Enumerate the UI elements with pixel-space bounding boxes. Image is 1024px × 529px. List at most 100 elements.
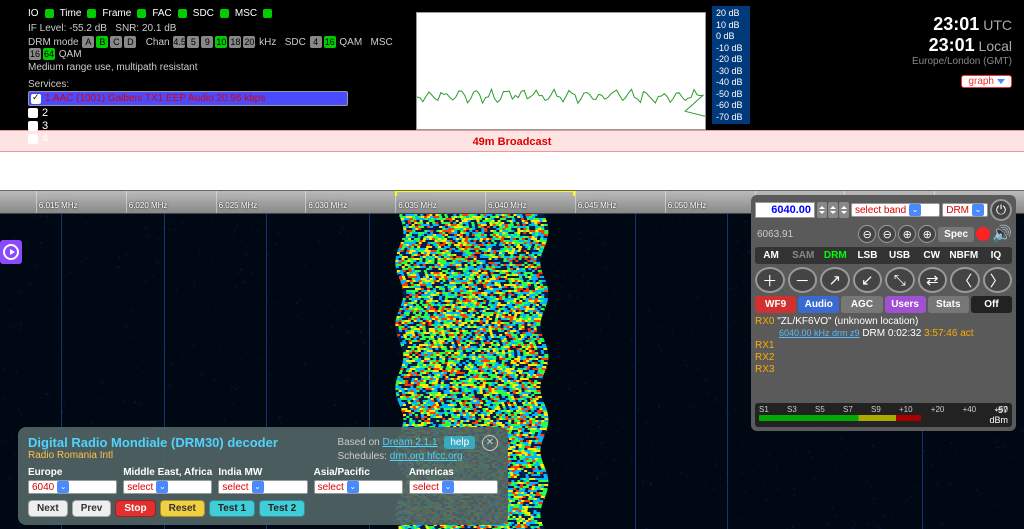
status-fac: FAC bbox=[152, 8, 171, 19]
zoom-button[interactable]: ↙ bbox=[853, 267, 883, 293]
service-row[interactable]: 4 bbox=[28, 133, 402, 145]
sound-icon[interactable]: 🔊 bbox=[992, 224, 1012, 244]
drm-region-select[interactable]: select⌄ bbox=[409, 480, 498, 494]
led-icon bbox=[263, 9, 272, 18]
snr-graph: 20 dB10 dB0 dB-10 dB-20 dB-30 dB-40 dB-5… bbox=[410, 6, 750, 124]
drm-stop-button[interactable]: Stop bbox=[115, 500, 155, 517]
drm-prev-button[interactable]: Prev bbox=[72, 500, 112, 517]
zoom-button[interactable]: 〈 bbox=[950, 267, 980, 293]
checkbox-icon[interactable] bbox=[28, 121, 38, 131]
ruler-tick: 6.020 MHz bbox=[126, 191, 168, 213]
drm-reset-button[interactable]: Reset bbox=[160, 500, 205, 517]
opt-agc[interactable]: AGC bbox=[841, 296, 882, 313]
carrier-line bbox=[635, 214, 636, 529]
checkbox-icon[interactable] bbox=[28, 134, 38, 144]
clock: 23:01 UTC 23:01 Local Europe/London (GMT… bbox=[750, 0, 1024, 130]
minus-minus-icon[interactable]: ⊖ bbox=[858, 225, 876, 243]
rx0-call: "ZL/KF6VO" (unknown location) bbox=[777, 316, 918, 327]
zoom-button[interactable]: ＋ bbox=[755, 267, 785, 293]
opt-wf9[interactable]: WF9 bbox=[755, 296, 796, 313]
checkbox-icon[interactable] bbox=[28, 108, 38, 118]
drm-region: Europe6040⌄ bbox=[28, 467, 117, 494]
ruler-tick: 6.015 MHz bbox=[36, 191, 78, 213]
snr: SNR: 20.1 dB bbox=[115, 23, 176, 34]
band-select[interactable]: select band⌄ bbox=[851, 203, 940, 217]
spec-button[interactable]: Spec bbox=[938, 227, 974, 242]
mode-sam[interactable]: SAM bbox=[787, 247, 819, 264]
dream-link[interactable]: Dream 2.1.1 bbox=[383, 437, 438, 448]
zoom-button[interactable]: ↗ bbox=[820, 267, 850, 293]
status-sdc: SDC bbox=[193, 8, 214, 19]
ruler-tick: 6.030 MHz bbox=[305, 191, 347, 213]
rx-slot[interactable]: RX1 bbox=[755, 340, 1012, 351]
minus-icon[interactable]: ⊖ bbox=[878, 225, 896, 243]
mode-lsb[interactable]: LSB bbox=[851, 247, 883, 264]
top-bar: IOTimeFrameFACSDCMSC IF Level: -55.2 dB … bbox=[0, 0, 1024, 130]
mode-drm[interactable]: DRM bbox=[819, 247, 851, 264]
mode-iq[interactable]: IQ bbox=[980, 247, 1012, 264]
drm-desc: Medium range use, multipath resistant bbox=[28, 62, 402, 73]
close-icon[interactable]: ✕ bbox=[482, 435, 498, 451]
drm-region: Americasselect⌄ bbox=[409, 467, 498, 494]
opt-stats[interactable]: Stats bbox=[928, 296, 969, 313]
rx-slot[interactable]: RX3 bbox=[755, 364, 1012, 375]
mode-am[interactable]: AM bbox=[755, 247, 787, 264]
status-time: Time bbox=[60, 8, 82, 19]
timezone: Europe/London (GMT) bbox=[750, 56, 1012, 67]
mode-select[interactable]: DRM⌄ bbox=[942, 203, 988, 217]
drm-test1-button[interactable]: Test 1 bbox=[209, 500, 255, 517]
drm-region-select[interactable]: 6040⌄ bbox=[28, 480, 117, 494]
zoom-button[interactable]: ⇄ bbox=[918, 267, 948, 293]
mode-nbfm[interactable]: NBFM bbox=[948, 247, 980, 264]
graph-button[interactable]: graph bbox=[961, 75, 1012, 88]
zoom-button[interactable]: － bbox=[788, 267, 818, 293]
mode-usb[interactable]: USB bbox=[884, 247, 916, 264]
drm-region-select[interactable]: select⌄ bbox=[218, 480, 307, 494]
help-button[interactable]: help bbox=[444, 436, 475, 449]
freq-step[interactable] bbox=[839, 202, 849, 218]
status-io: IO bbox=[28, 8, 39, 19]
service-row[interactable]: 2 bbox=[28, 107, 402, 119]
drm-status: IOTimeFrameFACSDCMSC IF Level: -55.2 dB … bbox=[0, 0, 410, 130]
drm-region-select[interactable]: select⌄ bbox=[123, 480, 212, 494]
zoom-row: ＋－↗↙⤡⇄〈〉 bbox=[755, 267, 1012, 293]
led-icon bbox=[178, 9, 187, 18]
if-level: IF Level: -55.2 dB bbox=[28, 23, 107, 34]
passband-marker[interactable] bbox=[395, 190, 575, 196]
ruler-tick: 6.025 MHz bbox=[216, 191, 258, 213]
rx-slot[interactable]: RX2 bbox=[755, 352, 1012, 363]
plus-plus-icon[interactable]: ⊕ bbox=[918, 225, 936, 243]
rx0-freq-link[interactable]: 6040.00 kHz drm z9 bbox=[779, 328, 860, 338]
led-icon bbox=[220, 9, 229, 18]
freq-input[interactable] bbox=[755, 202, 815, 218]
plus-icon[interactable]: ⊕ bbox=[898, 225, 916, 243]
power-button[interactable]: ⏻ bbox=[990, 199, 1012, 221]
mode-cw[interactable]: CW bbox=[916, 247, 948, 264]
utc-time: 23:01 bbox=[933, 14, 979, 34]
rx0-label: RX0 bbox=[755, 316, 774, 327]
led-icon bbox=[45, 9, 54, 18]
drm-next-button[interactable]: Next bbox=[28, 500, 68, 517]
mode-row: AMSAMDRMLSBUSBCWNBFMIQ bbox=[755, 247, 1012, 264]
zoom-button[interactable]: 〉 bbox=[983, 267, 1013, 293]
carrier-line bbox=[727, 214, 728, 529]
service-row[interactable]: 1 AAC (1001) Galbeni TX1 EEP Audio 20.96… bbox=[28, 91, 348, 106]
drm-region-select[interactable]: select⌄ bbox=[314, 480, 403, 494]
zoom-button[interactable]: ⤡ bbox=[885, 267, 915, 293]
opt-audio[interactable]: Audio bbox=[798, 296, 839, 313]
opt-users[interactable]: Users bbox=[885, 296, 926, 313]
s-meter: S1S3S5S7S9+10+20+40+60 -57dBm bbox=[755, 403, 1012, 427]
service-row[interactable]: 3 bbox=[28, 120, 402, 132]
drm-region: India MWselect⌄ bbox=[218, 467, 307, 494]
record-icon[interactable] bbox=[976, 227, 990, 241]
control-panel: select band⌄ DRM⌄ ⏻ 6063.91 ⊖ ⊖ ⊕ ⊕ Spec… bbox=[751, 195, 1016, 431]
freq-step[interactable] bbox=[817, 202, 827, 218]
play-button[interactable] bbox=[0, 240, 22, 264]
option-row: WF9AudioAGCUsersStatsOff bbox=[755, 296, 1012, 313]
freq-step[interactable] bbox=[828, 202, 838, 218]
status-msc: MSC bbox=[235, 8, 257, 19]
schedule-links[interactable]: drm.org hfcc.org bbox=[390, 451, 463, 462]
drm-test2-button[interactable]: Test 2 bbox=[259, 500, 305, 517]
opt-off[interactable]: Off bbox=[971, 296, 1012, 313]
checkbox-icon[interactable] bbox=[31, 94, 41, 104]
